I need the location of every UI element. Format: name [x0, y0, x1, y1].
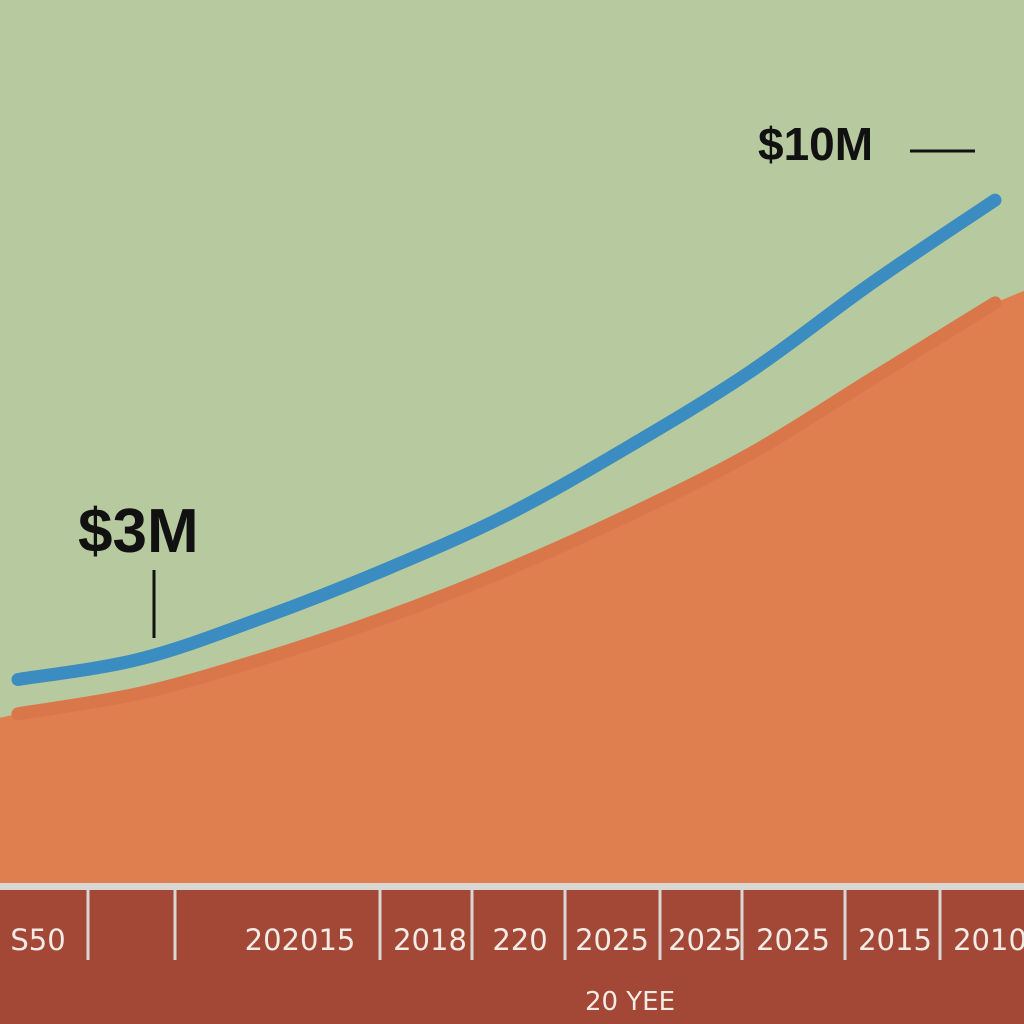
- x-tick-label: 2018: [393, 923, 467, 957]
- x-tick-label: 2025: [575, 923, 649, 957]
- x-tick-label: 2010: [953, 923, 1024, 957]
- annotation-start-value: $3M: [78, 497, 199, 566]
- annotation-end-value: $10M: [758, 118, 873, 170]
- series-line-0: [11, 193, 1002, 687]
- area-fill: [0, 290, 1024, 886]
- x-tick-label: 2015: [858, 923, 932, 957]
- x-tick-label: S50: [10, 923, 65, 957]
- x-axis-title: 20 YEE: [585, 987, 675, 1017]
- x-tick-label: 220: [492, 923, 547, 957]
- x-tick-label: 202015: [245, 923, 356, 957]
- x-axis-band: [0, 885, 1024, 1024]
- x-axis-line: [0, 883, 1024, 890]
- x-tick-label: 2025: [668, 923, 742, 957]
- x-tick-label: 2025: [756, 923, 830, 957]
